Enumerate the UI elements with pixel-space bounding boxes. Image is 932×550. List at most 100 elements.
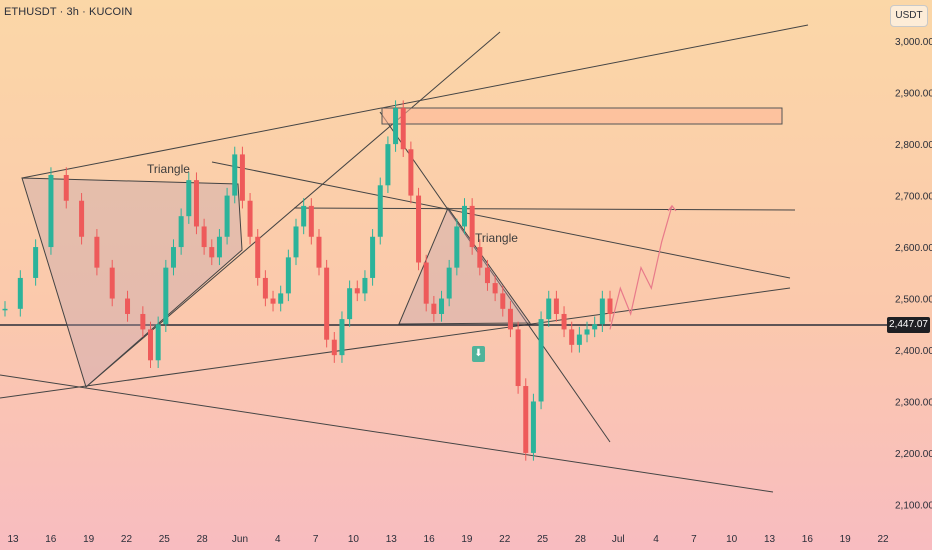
y-axis: 3,000.00 2,900.00 2,800.00 2,700.00 2,600.00… [895, 37, 932, 511]
x-axis: 13 16 19 22 25 28 Jun 4 7 10 13 16 19 22 25 28 Jul 4 7 10 13… [7, 534, 889, 545]
candle-body [592, 324, 598, 330]
x-tick-label: 7 [691, 534, 697, 545]
candle-body [584, 329, 590, 335]
x-tick-label: 13 [7, 534, 19, 545]
x-tick-label: 19 [461, 534, 473, 545]
candle-body [599, 298, 605, 325]
candle-body [140, 313, 146, 330]
candle-body [94, 236, 100, 268]
candle-body [362, 277, 368, 294]
candle-body [324, 267, 330, 340]
currency-button[interactable]: USDT [890, 5, 928, 27]
candle-body [354, 288, 360, 294]
candle-body [461, 205, 467, 227]
candle-body [523, 386, 529, 453]
candle-body [2, 308, 8, 311]
projection-arrowhead [667, 204, 677, 212]
y-tick-label: 2,600.00 [895, 243, 932, 254]
down-arrow-icon[interactable]: ⬇ [472, 346, 485, 362]
candle-body [239, 154, 245, 201]
candle-body [193, 180, 199, 227]
candle-body [569, 329, 575, 345]
rising-support-line [0, 287, 791, 399]
triangle-pattern-2[interactable] [398, 206, 531, 325]
candle-body [500, 293, 506, 309]
candle-body [125, 298, 131, 314]
y-tick-label: 2,100.00 [895, 500, 932, 511]
candle-body [561, 313, 567, 330]
y-tick-label: 2,700.00 [895, 192, 932, 203]
candle-body [201, 226, 207, 248]
candle-body [270, 298, 276, 304]
x-tick-label: 16 [424, 534, 436, 545]
candle-body [247, 200, 253, 237]
candle-body [546, 298, 552, 320]
candle-body [308, 205, 314, 237]
x-tick-label: Jun [232, 534, 248, 545]
candle-body [293, 226, 299, 258]
candle-body [339, 319, 345, 356]
candle-body [316, 236, 322, 268]
x-tick-label: 4 [275, 534, 281, 545]
y-tick-label: 2,300.00 [895, 397, 932, 408]
x-tick-label: 28 [575, 534, 587, 545]
candle-body [17, 277, 23, 309]
x-tick-label: 22 [499, 534, 511, 545]
candle-body [507, 308, 513, 330]
candle-body [538, 319, 544, 402]
y-tick-label: 2,800.00 [895, 140, 932, 151]
candle-body [416, 195, 422, 263]
triangle-label-2: Triangle [475, 231, 518, 245]
x-tick-label: Jul [612, 534, 625, 545]
triangle-label-1: Triangle [147, 162, 190, 176]
candle-body [163, 267, 169, 325]
x-tick-label: 13 [764, 534, 776, 545]
candle-body [370, 236, 376, 278]
projection-line [609, 205, 673, 330]
y-tick-label: 3,000.00 [895, 37, 932, 48]
x-tick-label: 13 [386, 534, 398, 545]
descending-line [211, 161, 791, 279]
candle-body [431, 303, 437, 314]
candle-body [576, 334, 582, 345]
x-tick-label: 19 [83, 534, 95, 545]
projection-path [609, 204, 677, 330]
x-tick-label: 10 [726, 534, 738, 545]
candle-body [63, 175, 69, 201]
candle-body [262, 277, 268, 299]
y-tick-label: 2,900.00 [895, 89, 932, 100]
y-tick-label: 2,400.00 [895, 346, 932, 357]
x-tick-label: 16 [45, 534, 57, 545]
candle-body [33, 247, 39, 278]
candle-body [79, 200, 85, 237]
y-tick-label: 2,200.00 [895, 449, 932, 460]
upper-channel-line [21, 24, 809, 179]
candle-body [393, 108, 399, 145]
candle-body [178, 216, 184, 248]
lower-channel-line [0, 374, 774, 493]
candle-body [484, 267, 490, 284]
candle-body [109, 267, 115, 299]
candle-body [331, 339, 337, 356]
candle-body [155, 324, 161, 361]
x-tick-label: 25 [159, 534, 171, 545]
x-tick-label: 22 [877, 534, 889, 545]
x-tick-label: 25 [537, 534, 549, 545]
x-tick-label: 28 [197, 534, 209, 545]
resistance-zone[interactable] [381, 107, 783, 125]
candle-body [469, 205, 475, 248]
candle-body [301, 205, 307, 227]
candle-body [209, 247, 215, 258]
candle-body [530, 401, 536, 453]
symbol-title: ETHUSDT · 3h · KUCOIN [4, 6, 133, 18]
current-price-tag: 2,447.07 [887, 317, 930, 333]
x-tick-label: 22 [121, 534, 133, 545]
candle-body [170, 247, 176, 268]
candle-body [477, 247, 483, 268]
triangle-pattern-1[interactable] [21, 177, 243, 388]
candle-body [232, 154, 238, 196]
candle-body [492, 283, 498, 294]
candle-body [377, 185, 383, 237]
x-tick-label: 4 [653, 534, 659, 545]
